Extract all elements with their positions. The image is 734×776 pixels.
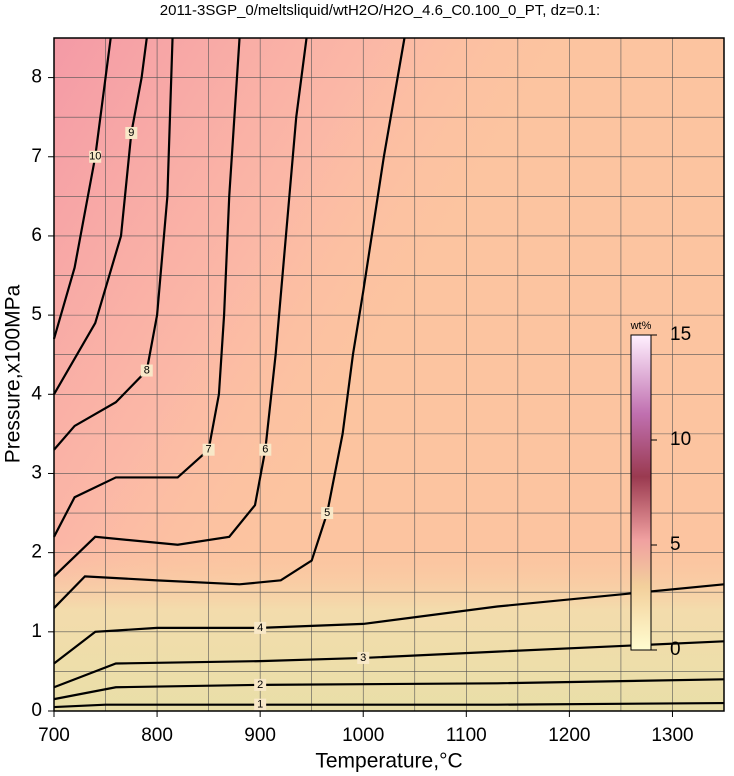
contour-label-bg xyxy=(254,621,267,634)
contour-line xyxy=(53,37,148,395)
contour-label-bg xyxy=(125,127,138,140)
contour-label: 4 xyxy=(257,622,263,634)
contour-label: 2 xyxy=(257,679,263,691)
contour-label-bg xyxy=(321,507,334,520)
field-shading xyxy=(54,38,724,711)
contour-label-bg xyxy=(254,698,267,711)
colorbar-tick-label: 10 xyxy=(670,429,691,450)
y-tick-label: 7 xyxy=(31,146,42,167)
contour-label: 6 xyxy=(262,444,268,456)
contour-label-bg xyxy=(140,364,153,377)
y-tick-label: 6 xyxy=(31,225,42,246)
y-tick-label: 5 xyxy=(31,304,42,325)
contour-label: 5 xyxy=(324,507,330,519)
x-tick-label: 1000 xyxy=(342,725,384,746)
y-axis-label: Pressure,x100MPa xyxy=(2,284,25,463)
contour-line xyxy=(53,37,308,578)
x-tick-label: 900 xyxy=(244,725,276,746)
contour-label: 9 xyxy=(128,127,134,139)
contour-label-bg xyxy=(259,443,272,456)
colorbar-label: wt% xyxy=(630,320,652,332)
x-tick-label: 1100 xyxy=(446,725,487,746)
x-axis-label: Temperature,°C xyxy=(315,750,462,773)
plot-frame xyxy=(53,37,725,712)
y-tick-label: 4 xyxy=(31,383,42,404)
contour-label-bg xyxy=(254,678,267,691)
y-tick-label: 0 xyxy=(31,700,42,721)
contour-line xyxy=(53,640,725,689)
contour-label: 3 xyxy=(360,652,366,664)
colorbar xyxy=(630,334,652,651)
x-tick-label: 1300 xyxy=(651,725,693,746)
contour-label-bg xyxy=(357,651,370,664)
contour-label: 7 xyxy=(206,444,212,456)
plot-area: 1 2 3 4 5 6 7 8 9 10 xyxy=(52,37,725,711)
contour-label-bg xyxy=(202,443,215,456)
colorbar-tick-label: 15 xyxy=(670,324,691,345)
y-tick-label: 8 xyxy=(31,67,42,88)
contour-label-bg xyxy=(89,150,102,163)
contour-label: 10 xyxy=(89,151,101,163)
x-tick-label: 800 xyxy=(141,725,173,746)
colorbar-tick-label: 0 xyxy=(670,639,681,660)
chart-title: 2011-3SGP_0/meltsliquid/wtH2O/H2O_4.6_C0… xyxy=(160,2,600,19)
y-tick-label: 3 xyxy=(31,462,42,483)
y-tick-label: 2 xyxy=(31,542,42,563)
contour-label: 8 xyxy=(144,364,150,376)
x-tick-label: 700 xyxy=(38,725,70,746)
y-tick-label: 1 xyxy=(31,621,42,642)
contour-label: 1 xyxy=(257,699,263,711)
colorbar-tick-label: 5 xyxy=(670,534,681,555)
contour-line xyxy=(53,37,406,609)
x-tick-label: 1200 xyxy=(548,725,590,746)
